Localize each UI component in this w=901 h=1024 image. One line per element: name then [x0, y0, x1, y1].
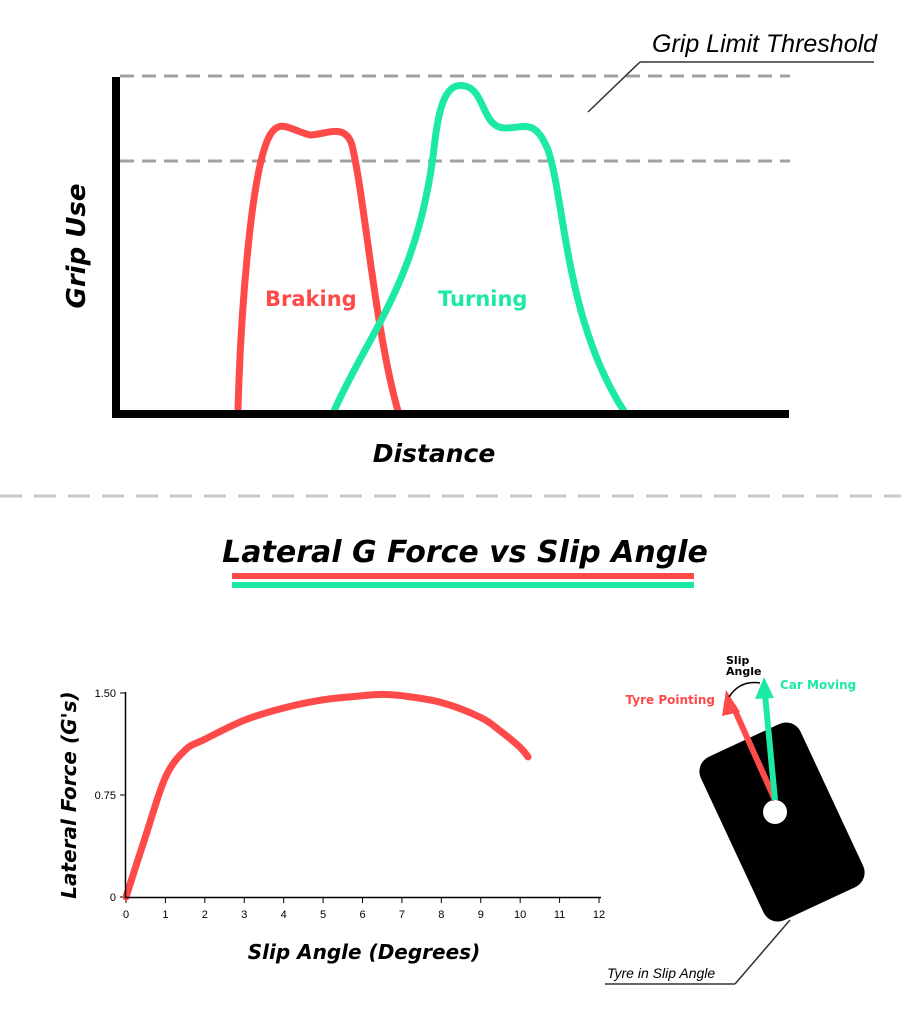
tyre-diagram: Slip Angle Tyre Pointing Car Moving Tyre… — [605, 654, 865, 985]
y-tick-label: 0 — [110, 892, 116, 904]
x-tick-label: 4 — [281, 909, 287, 921]
x-tick-label: 11 — [554, 909, 565, 921]
tyre-pointing-label: Tyre Pointing — [626, 693, 716, 707]
x-tick-label: 5 — [320, 909, 326, 921]
y-tick-label: 1.50 — [95, 688, 116, 700]
braking-curve — [234, 122, 402, 415]
car-moving-arrow — [762, 693, 778, 801]
lateral-y-axis-label: Lateral Force (G's) — [57, 691, 81, 898]
grip-y-axis-label: Grip Use — [62, 184, 92, 309]
tyre-pointing-arrow — [730, 704, 778, 802]
lateral-force-series-line — [122, 690, 532, 901]
tyre-caption: Tyre in Slip Angle — [607, 965, 715, 981]
x-tick-label: 1 — [162, 909, 168, 921]
title-underline-red — [232, 573, 694, 579]
x-tick-label: 7 — [399, 909, 405, 921]
section-heading: Lateral G Force vs Slip Angle — [222, 535, 708, 588]
x-tick-label: 12 — [593, 909, 605, 921]
lateral-x-axis-label: Slip Angle (Degrees) — [248, 940, 480, 964]
x-tick-label: 10 — [514, 909, 526, 921]
lateral-force-chart: 00.751.50 0 1 2 3 4 5 6 7 8 9 10 11 12 Slip Angle (D… — [57, 688, 605, 964]
x-tick-label: 8 — [438, 909, 444, 921]
tyre-shape — [699, 722, 865, 922]
tyre-pointing-arrowhead — [722, 690, 740, 716]
braking-label: Braking — [265, 287, 357, 311]
x-tick-label: 2 — [202, 909, 208, 921]
x-tick-label: 0 — [123, 909, 129, 921]
slip-angle-arc — [728, 681, 761, 698]
threshold-label: Grip Limit Threshold — [652, 30, 878, 58]
threshold-callout-leader — [587, 61, 641, 113]
section-title: Lateral G Force vs Slip Angle — [222, 535, 708, 570]
tyre-callout-leader — [734, 919, 791, 985]
slip-label-2: Angle — [726, 665, 761, 678]
title-underline-green — [232, 582, 694, 588]
x-tick-label: 6 — [359, 909, 365, 921]
x-tick-label: 9 — [478, 909, 484, 921]
car-moving-arrowhead — [755, 677, 774, 699]
y-tick-label: 0.75 — [95, 790, 116, 802]
y-ticks: 0 0.75 1.50 — [95, 688, 126, 904]
car-moving-label: Car Moving — [780, 678, 856, 692]
grip-use-chart: Grip Limit Threshold Braking Turning Dis… — [62, 30, 878, 468]
tyre-pivot — [763, 800, 787, 824]
series — [122, 690, 532, 901]
slip-label-1: Slip — [726, 654, 749, 667]
turning-curve — [330, 81, 628, 415]
turning-label: Turning — [438, 287, 527, 311]
x-tick-label: 3 — [241, 909, 247, 921]
x-ticks: 0 1 2 3 4 5 6 7 8 9 10 11 12 — [123, 897, 605, 921]
grip-x-axis-label: Distance — [373, 439, 496, 468]
